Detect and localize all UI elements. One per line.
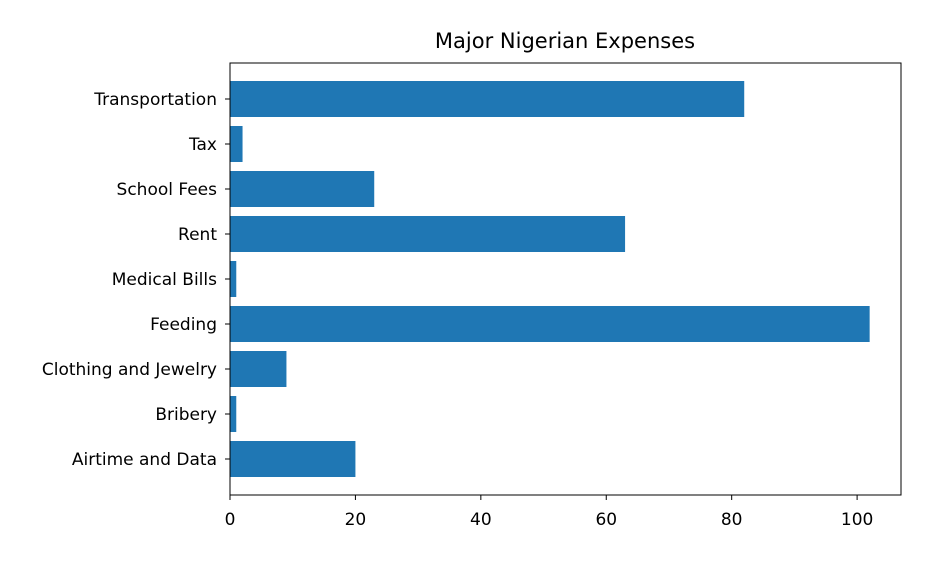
- bar-tax: [230, 126, 243, 162]
- category-label: Feeding: [150, 315, 217, 335]
- bar-bribery: [230, 396, 237, 432]
- x-tick-label: 20: [345, 510, 367, 530]
- x-tick-label: 0: [225, 510, 236, 530]
- x-tick-label: 100: [841, 510, 873, 530]
- category-label: Airtime and Data: [72, 450, 217, 470]
- x-tick-label: 80: [721, 510, 743, 530]
- bar-feeding: [230, 306, 870, 342]
- category-label: School Fees: [117, 180, 218, 200]
- bar-rent: [230, 216, 626, 252]
- category-labels: Airtime and Data Bribery Clothing and Jewe…: [42, 90, 230, 470]
- chart-title: Major Nigerian Expenses: [435, 29, 695, 53]
- bar-school-fees: [230, 171, 375, 207]
- category-label: Clothing and Jewelry: [42, 360, 217, 380]
- category-label: Medical Bills: [112, 270, 217, 290]
- category-label: Rent: [178, 225, 217, 245]
- x-tick-label: 60: [595, 510, 617, 530]
- bar-medical-bills: [230, 261, 237, 297]
- bar-transportation: [230, 81, 745, 117]
- plot-frame: [229, 62, 902, 496]
- category-label: Tax: [188, 135, 217, 155]
- category-label: Transportation: [93, 90, 217, 110]
- bar-clothing-and-jewelry: [230, 351, 287, 387]
- x-ticks: 0 20 40 60 80 100: [225, 495, 873, 530]
- bar-airtime-and-data: [230, 441, 356, 477]
- bars-group: [230, 81, 870, 477]
- category-label: Bribery: [155, 405, 217, 425]
- x-tick-label: 40: [470, 510, 492, 530]
